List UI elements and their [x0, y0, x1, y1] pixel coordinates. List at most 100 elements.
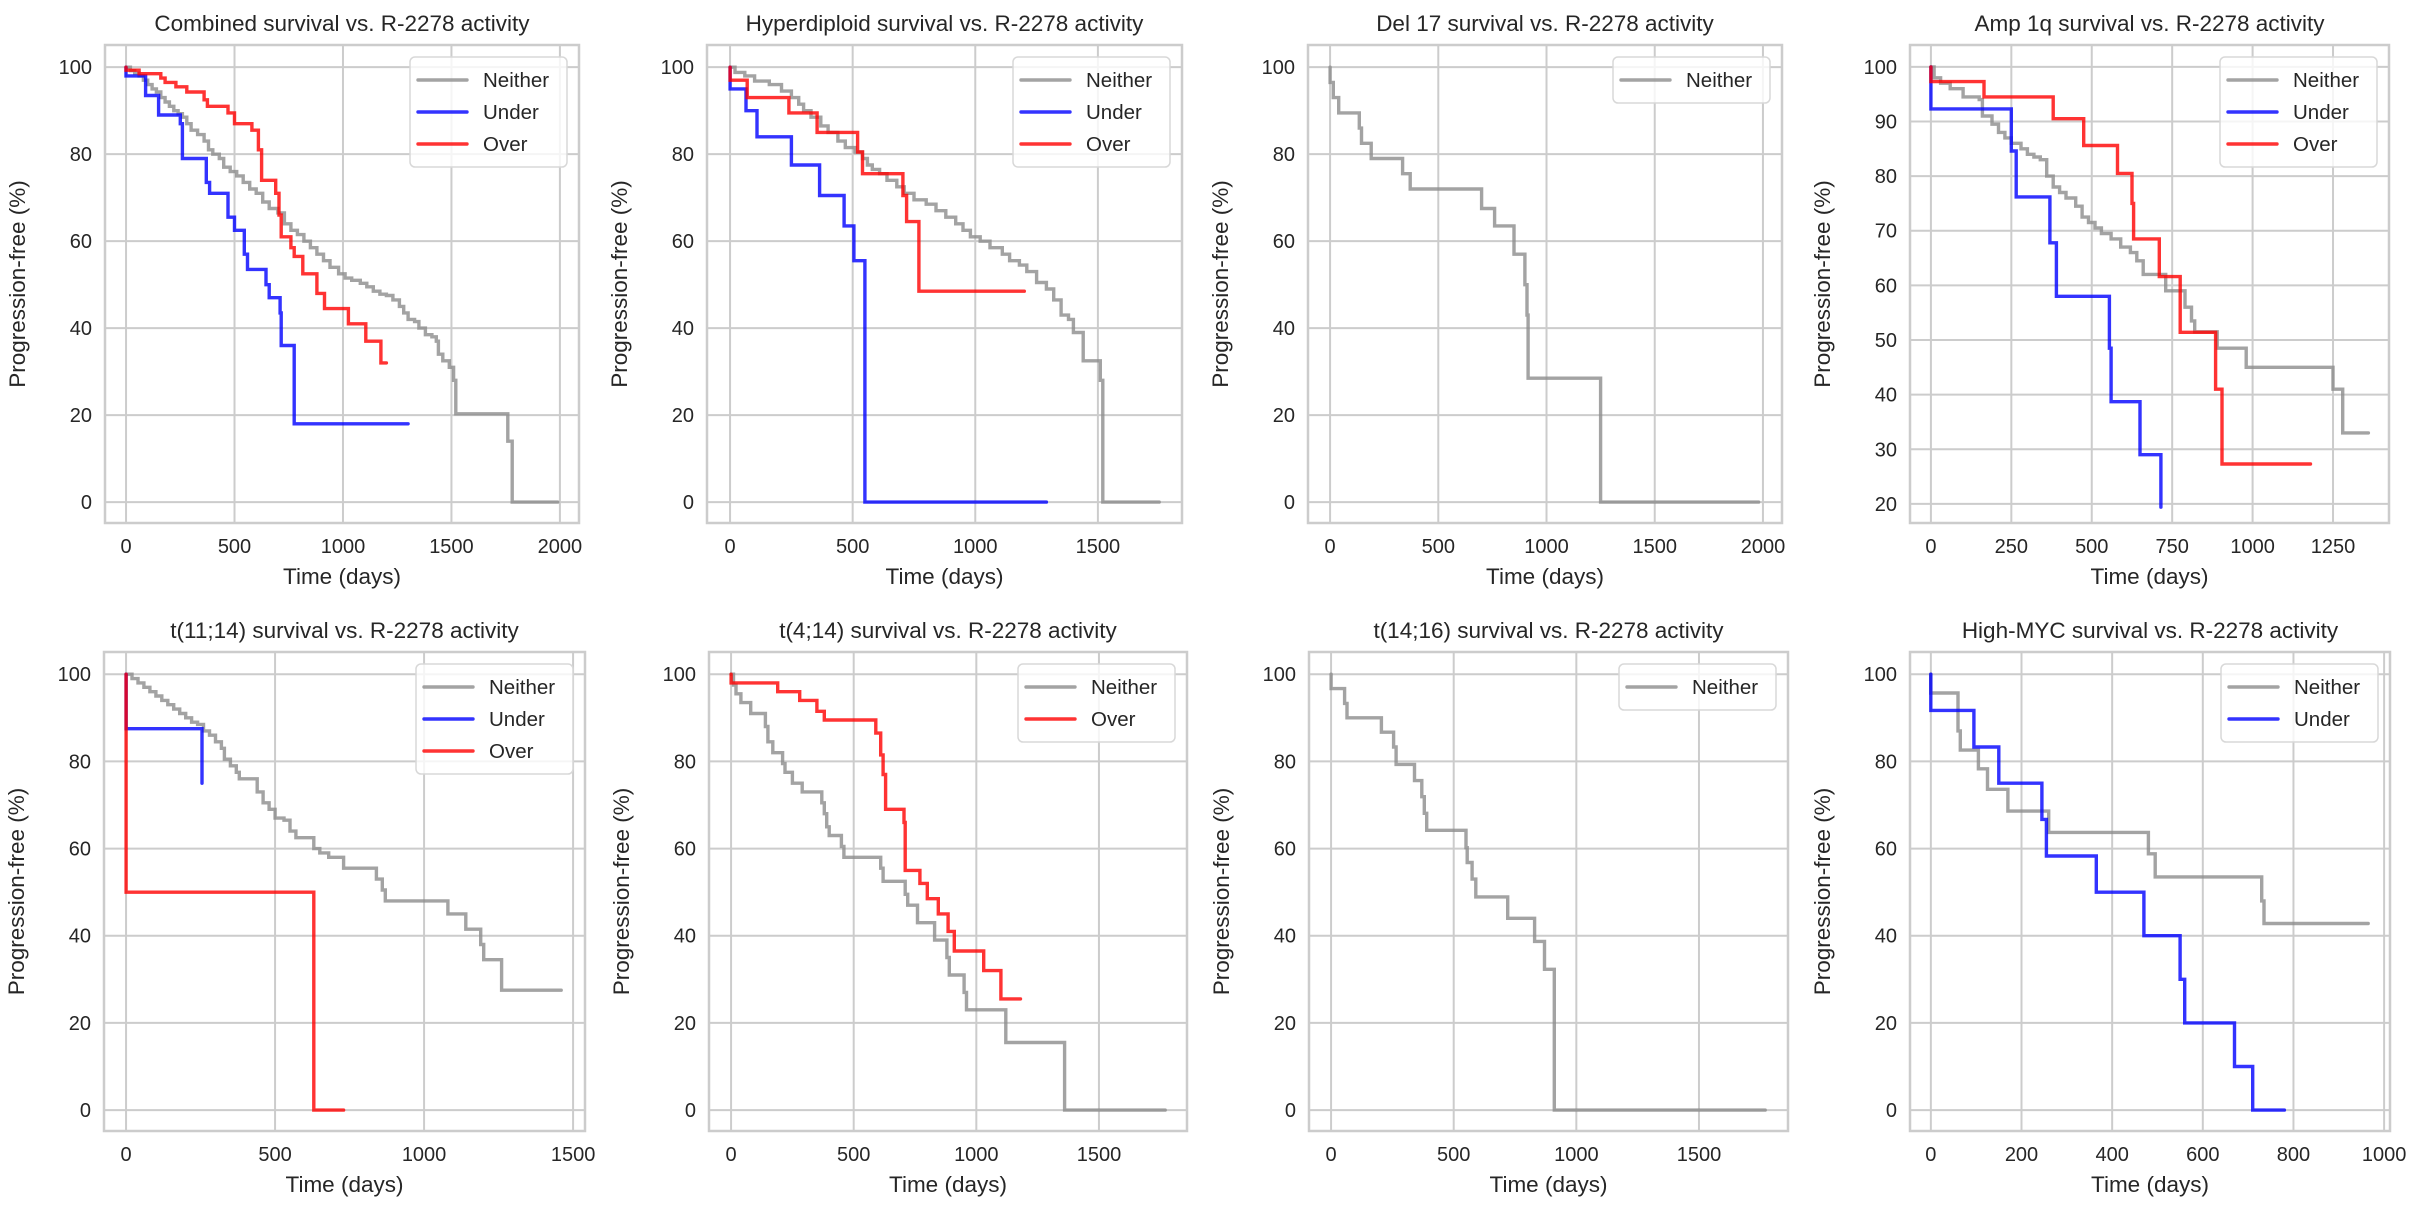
y-tick-label: 0 — [1284, 492, 1295, 514]
x-tick-label: 1500 — [551, 1144, 596, 1166]
axes-frame — [705, 43, 1184, 525]
y-axis-label: Progression-free (%) — [1208, 180, 1233, 388]
x-tick-label: 0 — [726, 1144, 737, 1166]
legend-box — [1012, 56, 1171, 168]
panel-5: t(11;14) survival vs. R-2278 activity 0 50… — [4, 618, 595, 1197]
legend-box — [2219, 56, 2378, 168]
y-tick-label: 100 — [1262, 57, 1295, 79]
y-tick-label: 40 — [1875, 926, 1897, 948]
series-line-neither — [1929, 65, 2371, 435]
legend-label-neither: Neither — [483, 69, 549, 92]
x-tick-label: 1250 — [2311, 536, 2356, 558]
axes-frame — [1908, 43, 2391, 525]
legend: Neither Under Over — [409, 56, 568, 168]
axes-frame — [1908, 650, 2392, 1133]
x-tick-label: 500 — [1422, 536, 1455, 558]
legend-label-under: Under — [489, 708, 545, 731]
x-axis-label: Time (days) — [886, 564, 1004, 589]
x-axis-label: Time (days) — [1490, 1172, 1608, 1197]
panel-2: Hyperdiploid survival vs. R-2278 activit… — [607, 11, 1184, 589]
x-axis-label: Time (days) — [1486, 564, 1604, 589]
panel-title: Hyperdiploid survival vs. R-2278 activit… — [746, 11, 1144, 36]
y-tick-label: 90 — [1875, 111, 1897, 133]
x-axis-label: Time (days) — [889, 1172, 1007, 1197]
x-axis-label: Time (days) — [283, 564, 401, 589]
x-tick-label: 500 — [837, 1144, 870, 1166]
y-tick-label: 80 — [1875, 166, 1897, 188]
x-tick-label: 1000 — [2230, 536, 2275, 558]
y-tick-label: 40 — [1875, 385, 1897, 407]
x-tick-label: 750 — [2155, 536, 2188, 558]
legend-label-under: Under — [2294, 708, 2350, 731]
y-tick-label: 40 — [1274, 926, 1296, 948]
series-line-under — [1929, 672, 2287, 1112]
panel-title: t(14;16) survival vs. R-2278 activity — [1373, 618, 1724, 643]
x-tick-label: 800 — [2277, 1144, 2310, 1166]
legend: Neither — [1612, 56, 1771, 104]
x-axis-label: Time (days) — [286, 1172, 404, 1197]
y-tick-label: 40 — [70, 318, 92, 340]
series-line-under — [124, 65, 410, 426]
x-tick-label: 0 — [120, 1144, 131, 1166]
y-axis-label: Progression-free (%) — [607, 180, 632, 388]
legend: Neither Over — [1017, 663, 1176, 743]
x-tick-label: 0 — [120, 536, 131, 558]
y-tick-label: 60 — [1273, 231, 1295, 253]
y-tick-label: 60 — [69, 839, 91, 861]
axes-frame — [707, 650, 1189, 1133]
x-tick-label: 1000 — [954, 1144, 999, 1166]
series-line-over — [124, 65, 389, 365]
y-tick-label: 70 — [1875, 221, 1897, 243]
panel-3: Del 17 survival vs. R-2278 activity 0 500 1… — [1208, 11, 1785, 589]
y-tick-label: 0 — [81, 492, 92, 514]
x-tick-label: 500 — [2075, 536, 2108, 558]
x-tick-label: 1000 — [2362, 1144, 2407, 1166]
legend-label-over: Over — [1091, 708, 1136, 731]
x-tick-label: 1500 — [1076, 536, 1121, 558]
series-line-under — [124, 672, 204, 785]
y-tick-label: 100 — [59, 57, 92, 79]
x-tick-label: 1000 — [321, 536, 366, 558]
series-line-neither — [728, 65, 1161, 504]
panel-title: Amp 1q survival vs. R-2278 activity — [1974, 11, 2325, 36]
y-tick-label: 20 — [69, 1013, 91, 1035]
series-line-over — [728, 65, 1026, 293]
x-tick-label: 1500 — [1677, 1144, 1722, 1166]
legend-label-over: Over — [2293, 133, 2338, 156]
series-line-neither — [729, 672, 1167, 1112]
x-tick-label: 1000 — [1554, 1144, 1599, 1166]
y-tick-label: 100 — [1263, 664, 1296, 686]
series-line-under — [728, 65, 1049, 504]
series-line-neither — [1329, 672, 1767, 1112]
y-tick-label: 0 — [80, 1100, 91, 1122]
series-line-neither — [124, 672, 563, 992]
series-line-neither — [1328, 65, 1761, 504]
y-tick-label: 80 — [1273, 144, 1295, 166]
x-tick-label: 500 — [218, 536, 251, 558]
y-tick-label: 80 — [672, 144, 694, 166]
x-axis-label: Time (days) — [2091, 1172, 2209, 1197]
y-tick-label: 60 — [674, 839, 696, 861]
y-tick-label: 80 — [674, 751, 696, 773]
x-tick-label: 200 — [2005, 1144, 2038, 1166]
legend-box — [1618, 663, 1777, 711]
legend: Neither Under Over — [2219, 56, 2378, 168]
legend-label-neither: Neither — [2294, 676, 2360, 699]
y-tick-label: 40 — [672, 318, 694, 340]
y-tick-label: 20 — [70, 405, 92, 427]
y-axis-label: Progression-free (%) — [1209, 788, 1234, 996]
legend-box — [1017, 663, 1176, 743]
x-tick-label: 1000 — [953, 536, 998, 558]
y-tick-label: 80 — [69, 751, 91, 773]
panel-title: Combined survival vs. R-2278 activity — [154, 11, 530, 36]
legend-label-neither: Neither — [2293, 69, 2359, 92]
axes-frame — [1307, 650, 1790, 1133]
y-tick-label: 20 — [1273, 405, 1295, 427]
y-tick-label: 50 — [1875, 330, 1897, 352]
series-line-over — [1929, 65, 2313, 466]
x-tick-label: 0 — [1325, 536, 1336, 558]
y-tick-label: 60 — [1875, 275, 1897, 297]
y-tick-label: 0 — [1886, 1100, 1897, 1122]
legend: Neither Under Over — [415, 663, 574, 775]
y-axis-label: Progression-free (%) — [4, 788, 29, 996]
